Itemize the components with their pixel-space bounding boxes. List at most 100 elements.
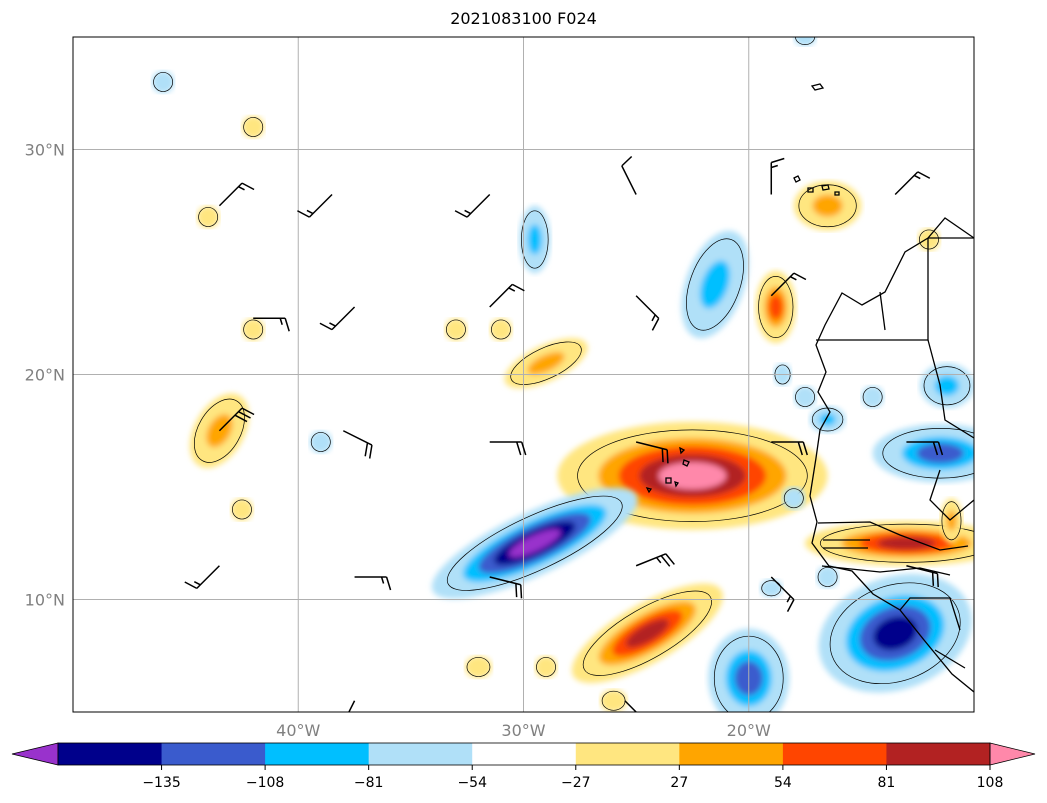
contour-line [491, 319, 511, 340]
contour-fill [922, 232, 936, 247]
contour-line [577, 429, 808, 523]
anomaly-blob [805, 520, 974, 566]
contour-fill [873, 616, 918, 651]
contour-fill [156, 75, 171, 89]
lon-label: 20°W [727, 721, 771, 740]
colorbar-tick-label: 108 [977, 775, 1004, 791]
anomaly-blob [816, 565, 839, 589]
colorbar-segment [58, 743, 163, 765]
gambia-border [823, 539, 870, 549]
colorbar-segment [161, 743, 266, 765]
wind-barb [770, 576, 795, 612]
wind-barb [621, 155, 637, 195]
wind-barb [319, 306, 356, 331]
contour-fill [527, 352, 565, 375]
anomaly-blob [917, 228, 941, 251]
wind-barb [624, 700, 638, 712]
contour-fill [798, 390, 812, 404]
wind-barb [489, 441, 527, 456]
anomaly-blob [489, 318, 513, 341]
anomaly-blob [230, 498, 254, 521]
colorbar-tick-label: 54 [774, 775, 792, 791]
colorbar-segment [575, 743, 680, 765]
colorbar-segment [368, 743, 473, 765]
contour-line [198, 207, 219, 227]
lat-label: 10°N [25, 591, 65, 610]
contour-line [795, 387, 815, 407]
colorbar-segment [782, 743, 887, 765]
contour-line [817, 567, 838, 587]
contour-fill [768, 294, 783, 320]
anomaly-blob [872, 424, 974, 483]
wind-barb [454, 193, 491, 218]
wind-barb [489, 283, 525, 308]
colorbar-tick-label: −81 [354, 775, 384, 791]
contour-fill [658, 462, 727, 490]
anomaly-blob [534, 655, 558, 679]
canary-islands [793, 175, 840, 196]
colorbar-frame [57, 742, 991, 766]
colorbar-segment [265, 743, 370, 765]
gridlines [73, 37, 974, 712]
wind-barb [297, 193, 333, 218]
wind-barb [894, 171, 931, 196]
contour-line [243, 117, 264, 137]
anomaly-blob [793, 181, 862, 231]
wind-barb [771, 441, 808, 456]
contour-line [761, 580, 782, 597]
contour-fill [946, 510, 957, 531]
colorbar-extend-max [989, 742, 1036, 766]
contour-fill [246, 120, 261, 134]
colorbar: −135−108−81−54−27275481108135 [11, 742, 1036, 791]
contour-fill [470, 660, 487, 674]
contour-line [521, 210, 549, 269]
map-axes: 40°W 30°W 20°W 10°N 20°N 30°N [25, 36, 975, 740]
contour-fill [527, 224, 542, 255]
wind-barb [354, 576, 392, 591]
contour-fill [700, 260, 730, 309]
contour-fill [865, 390, 880, 404]
colorbar-extend-min [11, 742, 59, 766]
contour-fill [509, 529, 561, 558]
contour-fill [812, 194, 843, 217]
wind-barb [218, 407, 255, 432]
anomaly-blob [782, 487, 806, 510]
anomaly-blob [571, 583, 723, 683]
lon-label: 40°W [276, 721, 320, 740]
wind-barb [218, 182, 255, 207]
contour-line [582, 590, 712, 676]
contour-line [862, 387, 883, 407]
contour-fill [764, 582, 779, 594]
contour-fill [786, 491, 801, 506]
anomaly-blob [861, 385, 884, 409]
anomaly-blob [681, 230, 749, 339]
anomaly-field [151, 37, 974, 712]
anomaly-blob [151, 70, 175, 94]
colorbar-segment [472, 743, 577, 765]
contour-line [923, 366, 971, 406]
lat-label: 30°N [25, 141, 65, 160]
wind-barb [342, 430, 373, 459]
wind-barb [635, 295, 660, 331]
contour-line [758, 276, 794, 338]
anomaly-blob [431, 487, 638, 599]
coastlines [645, 83, 974, 693]
guinea-border [821, 565, 966, 669]
anomaly-blob [793, 37, 817, 46]
lat-label: 20°N [25, 366, 65, 385]
africa-coastline [809, 217, 974, 693]
contour-line [919, 229, 939, 250]
contour-line [243, 319, 264, 340]
contour-fill [448, 322, 463, 337]
wind-barb [184, 565, 220, 590]
contour-fill [246, 322, 261, 337]
wind-barb [489, 576, 523, 599]
contour-line [536, 657, 556, 677]
contour-fill [539, 660, 553, 674]
map-frame [72, 36, 975, 713]
anomaly-blob [919, 363, 974, 409]
anomaly-blob [755, 271, 797, 343]
wind-barbs [184, 155, 944, 712]
anomaly-blob [464, 655, 492, 679]
